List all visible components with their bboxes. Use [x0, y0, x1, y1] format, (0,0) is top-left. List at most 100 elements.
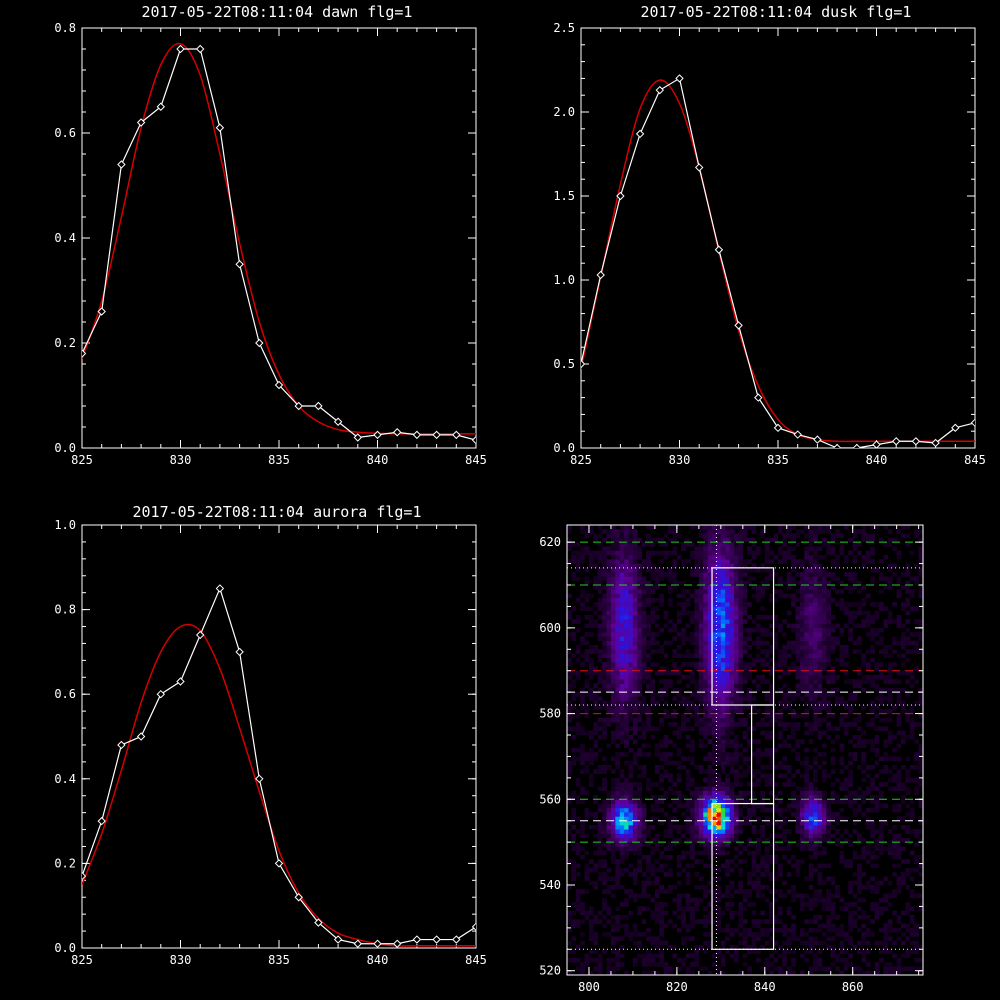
heatmap-cell: [610, 966, 616, 972]
data-point: [314, 918, 323, 927]
heatmap-cell: [584, 623, 590, 629]
heatmap-cell: [597, 735, 603, 740]
heatmap-cell: [725, 585, 730, 590]
heatmap-cell: [870, 559, 875, 564]
heatmap-cell: [861, 687, 867, 693]
heatmap-cell: [879, 675, 884, 680]
heatmap-cell: [813, 966, 818, 972]
heatmap-cell: [905, 769, 911, 774]
heatmap-cell: [865, 820, 871, 826]
heatmap-cell: [637, 833, 643, 839]
heatmap-cell: [707, 529, 713, 534]
heatmap-cell: [826, 529, 832, 534]
heatmap-cell: [874, 829, 880, 834]
heatmap-cell: [654, 936, 660, 942]
heatmap-cell: [654, 662, 660, 667]
heatmap-cell: [808, 537, 814, 543]
heatmap-cell: [777, 627, 783, 633]
heatmap-cell: [883, 927, 889, 933]
heatmap-cell: [821, 705, 827, 710]
heatmap-cell: [712, 709, 717, 714]
heatmap-cell: [817, 966, 823, 972]
heatmap-cell: [584, 529, 590, 534]
heatmap-cell: [707, 940, 713, 946]
heatmap-cell: [672, 627, 678, 633]
heatmap-cell: [646, 615, 651, 620]
heatmap-cell: [870, 649, 875, 654]
heatmap-cell: [738, 889, 744, 894]
heatmap-cell: [777, 580, 783, 586]
heatmap-cell: [685, 872, 691, 877]
heatmap-cell: [698, 769, 704, 774]
heatmap-cell: [575, 897, 581, 903]
heatmap-cell: [782, 940, 788, 946]
heatmap-cell: [892, 807, 897, 813]
heatmap-cell: [813, 602, 818, 607]
heatmap-cell: [760, 679, 766, 684]
heatmap-cell: [703, 533, 708, 539]
heatmap-cell: [712, 610, 717, 616]
heatmap-cell: [712, 705, 717, 710]
heatmap-cell: [641, 576, 647, 582]
heatmap-cell: [725, 850, 730, 856]
heatmap-cell: [646, 936, 651, 942]
heatmap-cell: [628, 585, 634, 590]
heatmap-cell: [698, 692, 704, 697]
heatmap-cell: [883, 606, 889, 612]
heatmap-cell: [707, 919, 713, 924]
heatmap-cell: [712, 769, 717, 774]
heatmap-cell: [738, 675, 744, 680]
heatmap-cell: [901, 872, 906, 877]
heatmap-cell: [883, 765, 889, 770]
heatmap-cell: [672, 953, 678, 959]
heatmap-cell: [795, 675, 801, 680]
data-point: [581, 359, 586, 369]
heatmap-cell: [861, 662, 867, 667]
heatmap-cell: [580, 696, 585, 702]
heatmap-cell: [610, 799, 616, 804]
heatmap-cell: [892, 777, 897, 783]
heatmap-cell: [663, 910, 669, 916]
heatmap-cell: [606, 550, 612, 556]
heatmap-cell: [734, 567, 739, 573]
heatmap-cell: [628, 825, 634, 830]
heatmap-cell: [760, 932, 766, 937]
heatmap-cell: [786, 666, 792, 672]
heatmap-cell: [606, 597, 612, 603]
heatmap-cell: [817, 962, 823, 967]
heatmap-cell: [857, 867, 862, 873]
heatmap-cell: [580, 640, 585, 646]
heatmap-cell: [760, 662, 766, 667]
heatmap-cell: [865, 915, 871, 920]
heatmap-cell: [725, 632, 730, 637]
heatmap-cell: [685, 756, 691, 762]
heatmap-cell: [773, 966, 779, 972]
heatmap-cell: [606, 709, 612, 714]
heatmap-cell: [610, 645, 616, 650]
heatmap-cell: [799, 645, 805, 650]
heatmap-cell: [826, 906, 832, 912]
heatmap-cell: [716, 537, 722, 543]
heatmap-cell: [896, 713, 902, 719]
heatmap-cell: [848, 863, 853, 869]
heatmap-cell: [619, 786, 625, 792]
heatmap-cell: [769, 696, 774, 702]
heatmap-cell: [654, 833, 660, 839]
heatmap-cell: [588, 649, 594, 654]
heatmap-cell: [769, 807, 774, 813]
heatmap-cell: [646, 567, 651, 573]
heatmap-cell: [795, 632, 801, 637]
heatmap-cell: [615, 593, 621, 599]
heatmap-cell: [808, 649, 814, 654]
heatmap-cell: [571, 572, 577, 577]
heatmap-cell: [641, 696, 647, 702]
heatmap-cell: [729, 692, 735, 697]
heatmap-cell: [646, 949, 651, 954]
heatmap-cell: [791, 645, 796, 650]
heatmap-cell: [694, 593, 700, 599]
heatmap-cell: [602, 585, 607, 590]
heatmap-cell: [615, 735, 621, 740]
heatmap-cell: [870, 636, 875, 642]
heatmap-cell: [725, 730, 730, 736]
heatmap-cell: [830, 649, 836, 654]
